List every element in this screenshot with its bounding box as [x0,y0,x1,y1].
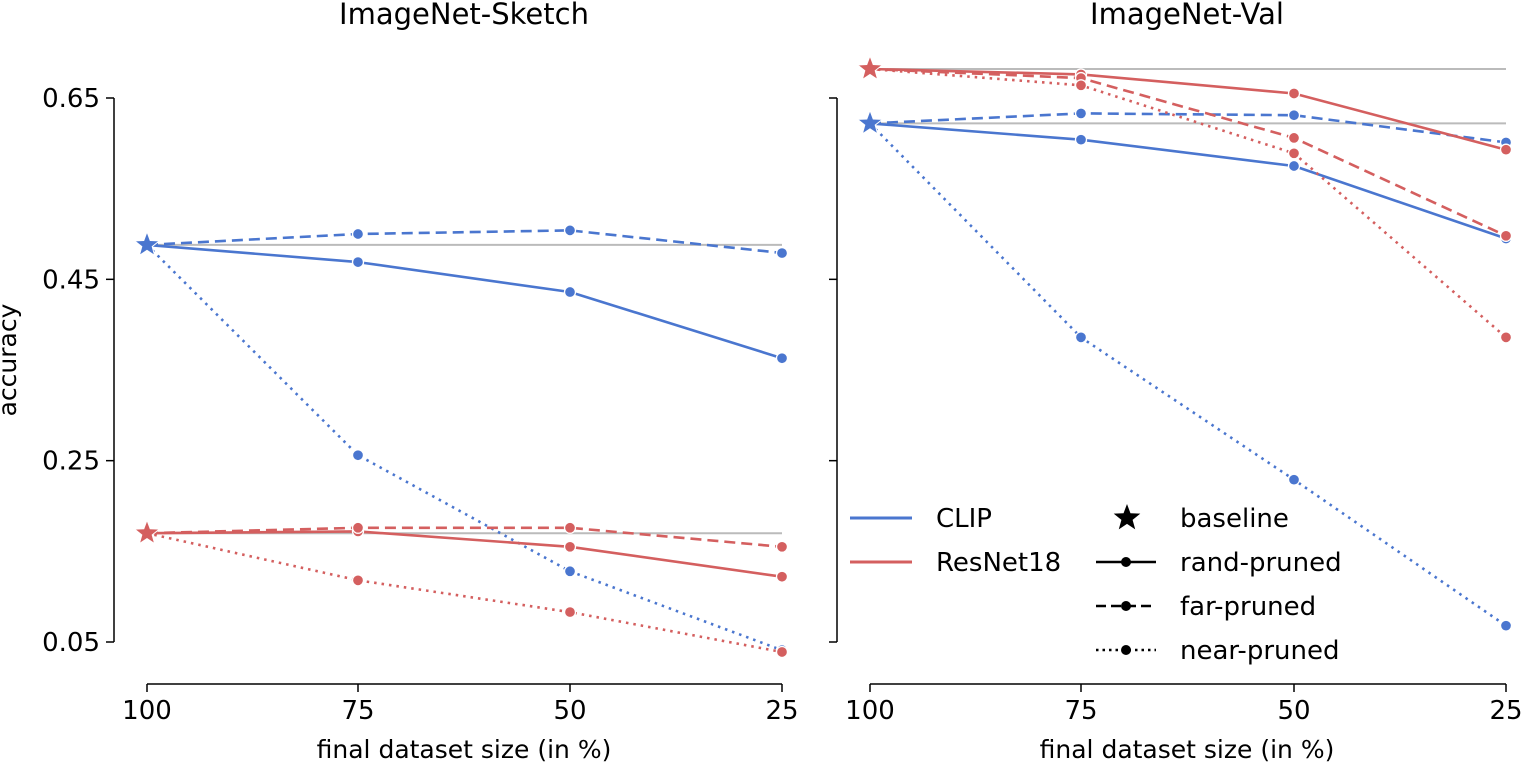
x-tick-label: 100 [845,696,895,726]
baseline-star-resnet18 [133,518,161,545]
x-axis-label: final dataset size (in %) [317,735,612,764]
y-tick-label: 0.25 [42,447,100,477]
data-point [1499,619,1513,632]
series-line-resnet18-near-pruned [869,67,1507,339]
legend: CLIP ResNet18 baseline rand-pruned far-p… [850,504,1342,666]
panel-imagenet-sketch: ImageNet-Sketch 0.05 0.25 0.45 0.65 100 75 50 2… [42,0,798,726]
data-point [1287,147,1301,160]
data-point [351,255,365,269]
data-point [563,224,577,237]
x-tick-label: 50 [553,696,586,726]
series-line-resnet18-far-pruned [146,526,783,549]
data-point [563,521,577,534]
y-tick-label: 0.65 [42,84,100,114]
data-point [563,540,577,553]
legend-label-clip: CLIP [936,504,992,534]
series-line-clip-near-pruned [146,243,783,652]
panel-title: ImageNet-Sketch [339,0,589,31]
data-point [351,521,365,534]
x-tick-label: 75 [341,696,374,726]
data-point [775,540,789,553]
baseline-star-resnet18 [856,54,884,81]
x-tick-label: 25 [1489,696,1522,726]
legend-marker-rand-pruned [1121,557,1131,567]
series-line-clip-far-pruned [869,112,1507,144]
data-point [775,352,789,365]
data-point [563,605,577,619]
data-point [1499,331,1513,344]
series-line-resnet18-rand-pruned [146,530,783,578]
data-point [1287,131,1301,145]
x-axis-label: final dataset size (in %) [1040,735,1335,764]
legend-marker-far-pruned [1121,601,1131,611]
data-point [1074,331,1088,344]
data-point [1499,229,1513,242]
legend-label-far-pruned: far-pruned [1180,592,1316,622]
legend-label-rand-pruned: rand-pruned [1180,548,1342,578]
data-point [1499,143,1513,156]
series-line-clip-rand-pruned [146,243,783,360]
data-point [1074,133,1088,146]
baseline-star-clip [133,230,161,257]
data-point [1074,107,1088,120]
legend-label-near-pruned: near-pruned [1180,636,1339,666]
data-point [1074,79,1088,92]
legend-star-marker [1113,504,1141,530]
legend-label-baseline: baseline [1180,504,1289,534]
x-tick-label: 25 [765,696,798,726]
data-point [1287,109,1301,122]
y-tick-label: 0.45 [42,265,100,295]
panel-imagenet-val: ImageNet-Val 100 75 50 25 [829,0,1523,726]
series-line-clip-rand-pruned [869,122,1507,240]
y-axis-label: accuracy [0,303,22,416]
series-line-resnet18-rand-pruned [869,67,1507,151]
x-tick-label: 75 [1064,696,1097,726]
panel-title: ImageNet-Val [1090,0,1284,31]
data-point [351,227,365,241]
data-point [351,574,365,587]
legend-marker-near-pruned [1121,645,1131,655]
data-point [1287,473,1301,486]
data-point [563,285,577,299]
x-tick-label: 50 [1277,696,1310,726]
legend-label-resnet18: ResNet18 [936,548,1061,578]
data-point [775,570,789,583]
y-tick-label: 0.05 [42,628,100,658]
data-point [1287,159,1301,173]
series-line-clip-far-pruned [146,229,783,255]
baseline-star-clip [856,108,884,136]
series-line-resnet18-far-pruned [869,67,1507,237]
x-tick-label: 100 [122,696,172,726]
data-point [775,246,789,260]
series-line-clip-near-pruned [869,122,1507,627]
data-point [775,645,789,659]
series-line-resnet18-near-pruned [146,531,783,654]
data-point [1287,87,1301,100]
data-point [563,565,577,578]
data-point [351,449,365,462]
